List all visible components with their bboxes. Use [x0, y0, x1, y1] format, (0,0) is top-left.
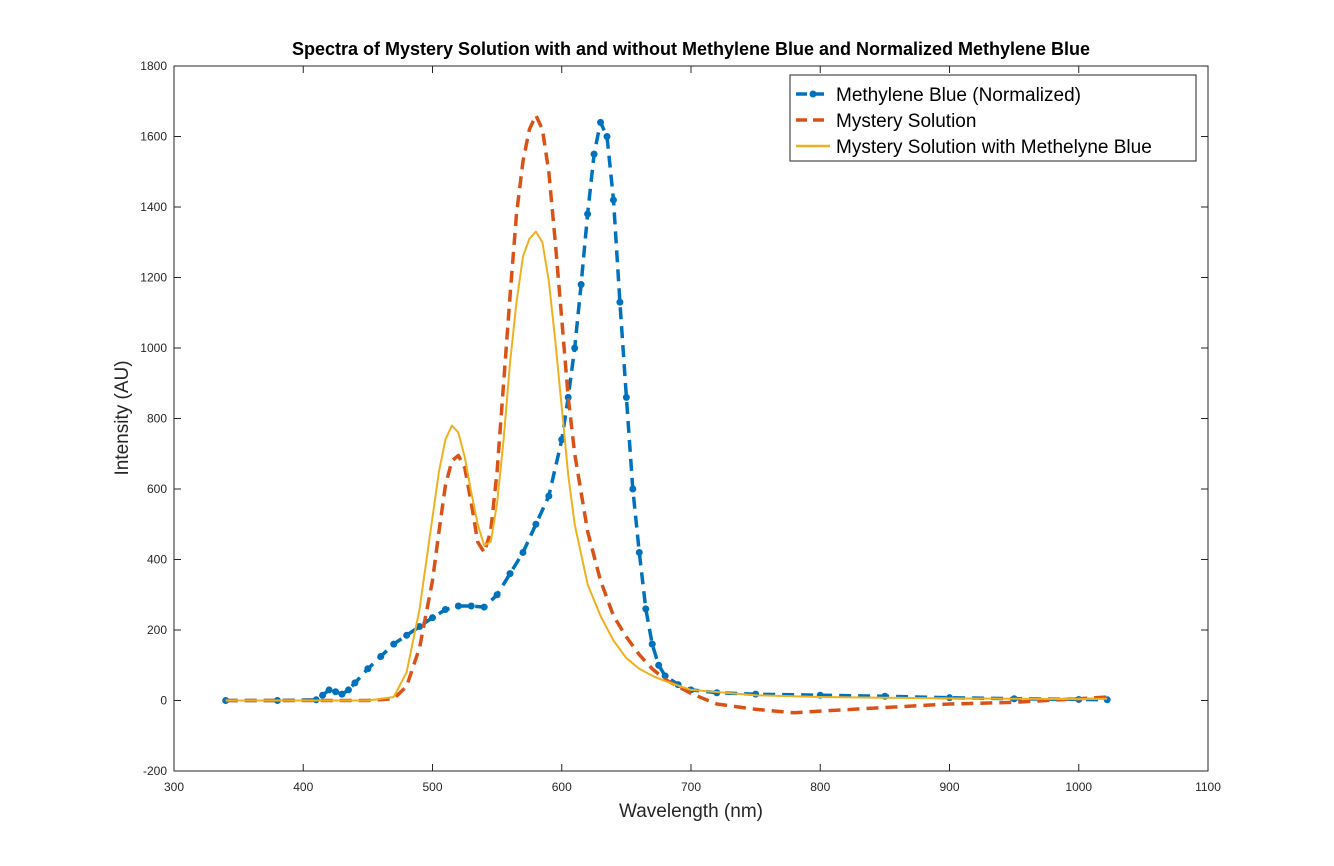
x-tick-label: 400 — [293, 780, 313, 794]
y-tick-label: 600 — [147, 482, 167, 496]
series-2 — [225, 113, 1108, 715]
data-point — [622, 393, 630, 401]
data-point — [441, 606, 449, 614]
plot-area — [174, 66, 1208, 771]
x-tick-label: 1100 — [1195, 780, 1221, 794]
x-tick-label: 1000 — [1065, 780, 1092, 794]
legend-label: Mystery Solution — [836, 111, 976, 132]
y-tick-label: 400 — [147, 553, 167, 567]
y-tick-label: 1000 — [140, 341, 167, 355]
data-point — [629, 485, 637, 493]
data-point — [390, 640, 398, 648]
legend-label: Mystery Solution with Methelyne Blue — [836, 137, 1152, 158]
data-point — [577, 281, 585, 289]
data-point — [519, 548, 527, 556]
series-line — [225, 230, 1108, 702]
y-tick-label: 1400 — [140, 200, 167, 214]
data-point — [609, 196, 617, 204]
data-point — [338, 690, 346, 698]
legend: Methylene Blue (Normalized) Mystery Solut… — [789, 74, 1197, 162]
legend-marker — [809, 90, 817, 98]
legend-item: Methylene Blue (Normalized) — [796, 85, 1081, 106]
x-tick-label: 900 — [939, 780, 959, 794]
legend-label: Methylene Blue (Normalized) — [836, 85, 1081, 106]
data-point — [655, 661, 663, 669]
data-point — [590, 150, 598, 158]
data-point — [403, 631, 411, 639]
data-point — [319, 691, 327, 699]
data-point — [332, 688, 340, 696]
data-point — [545, 492, 553, 500]
y-axis-label: Intensity (AU) — [112, 360, 133, 475]
x-tick-label: 700 — [681, 780, 701, 794]
y-axis: -200 0 200 400 600 800 1000 1200 1400 1600 1800 — [140, 59, 1208, 778]
series-line — [225, 113, 1108, 715]
legend-box — [789, 74, 1197, 162]
data-point — [571, 344, 579, 352]
data-point — [603, 133, 611, 140]
data-point — [344, 686, 352, 694]
data-point — [351, 679, 359, 687]
data-point — [493, 591, 501, 599]
y-tick-label: 200 — [147, 623, 167, 637]
chart-title: Spectra of Mystery Solution with and wit… — [292, 39, 1090, 59]
series-3 — [225, 230, 1108, 702]
data-point — [648, 640, 656, 648]
data-point — [661, 672, 669, 680]
y-tick-label: 800 — [147, 412, 167, 426]
plot-frame — [173, 65, 1209, 772]
data-point — [642, 605, 650, 613]
data-point — [597, 118, 605, 126]
x-axis-label: Wavelength (nm) — [619, 801, 763, 822]
y-tick-label: 1600 — [140, 130, 167, 144]
x-tick-label: 600 — [552, 780, 572, 794]
x-axis: 300 400 500 600 700 800 900 1000 1100 — [164, 66, 1221, 794]
data-point — [584, 210, 592, 218]
series-layer — [222, 113, 1111, 715]
data-point — [506, 570, 514, 578]
y-tick-label: 1200 — [140, 271, 167, 285]
data-point — [429, 614, 436, 622]
y-tick-label: -200 — [143, 764, 167, 778]
data-point — [480, 603, 488, 611]
data-point — [635, 548, 643, 556]
data-point — [325, 686, 333, 694]
data-point — [454, 602, 462, 610]
data-point — [377, 652, 385, 660]
data-point — [616, 298, 624, 306]
data-point — [416, 622, 424, 630]
data-point — [364, 665, 372, 673]
data-point — [467, 602, 475, 610]
x-tick-label: 300 — [164, 780, 184, 794]
legend-item: Mystery Solution — [796, 111, 976, 132]
y-tick-label: 1800 — [140, 59, 167, 73]
x-tick-label: 500 — [422, 780, 442, 794]
legend-item: Mystery Solution with Methelyne Blue — [796, 137, 1152, 158]
data-point — [532, 520, 540, 528]
y-tick-label: 0 — [160, 694, 167, 708]
data-point — [558, 436, 566, 444]
x-tick-label: 800 — [810, 780, 830, 794]
